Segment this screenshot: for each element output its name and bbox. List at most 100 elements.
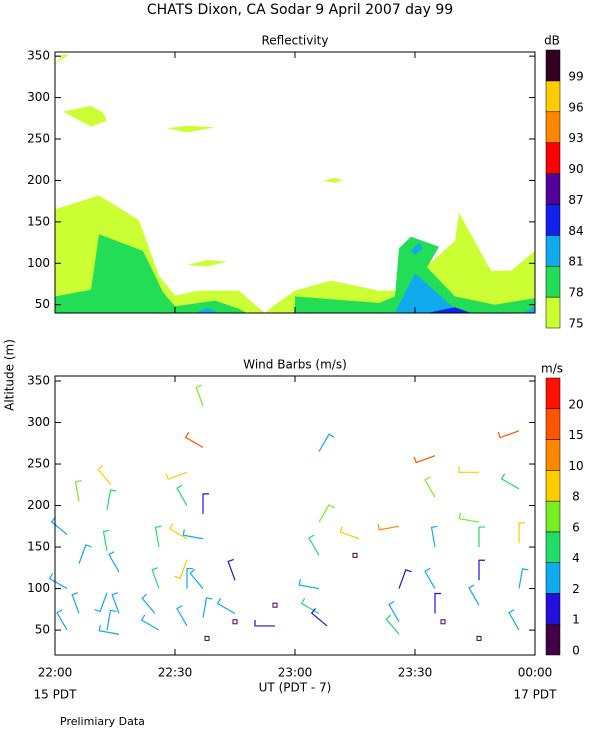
colorbar-tick-label: 75	[568, 317, 583, 331]
wind-barb	[56, 609, 68, 631]
colorbar-tick-label: 87	[568, 193, 583, 207]
wind-barb	[106, 609, 117, 631]
wind-barb	[254, 619, 275, 627]
y-tick-label: 50	[35, 297, 50, 311]
colorbar-tick-label: 1	[572, 613, 580, 627]
colorbar-segment	[545, 593, 561, 625]
panel-title: Wind Barbs (m/s)	[243, 358, 347, 372]
contour-region	[187, 259, 227, 267]
contour-region	[63, 105, 107, 127]
colorbar-segment	[545, 377, 561, 410]
wind-barb	[182, 529, 204, 540]
y-tick-label: 150	[27, 540, 50, 554]
wind-barb	[202, 493, 209, 514]
x-tick-label: 22:30	[158, 666, 193, 680]
colorbar-tick-label: 96	[568, 100, 583, 114]
y-tick-label: 350	[27, 373, 50, 387]
x-tick-label: 00:00	[518, 666, 553, 680]
wind-barb	[154, 525, 162, 548]
colorbar-tick-label: 81	[568, 255, 583, 269]
wind-barb	[106, 489, 117, 510]
wind-barb	[385, 614, 400, 635]
wind-barb	[71, 592, 80, 614]
wind-barb	[176, 605, 188, 627]
contour-region	[395, 273, 475, 313]
x-tick-label: 23:00	[278, 666, 313, 680]
wind-barb	[176, 484, 188, 506]
wind-barb	[318, 504, 335, 523]
wind-barb	[108, 551, 120, 573]
x-axis-label: UT (PDT - 7)	[259, 681, 332, 695]
wind-barb	[94, 592, 108, 613]
chart-title: CHATS Dixon, CA Sodar 9 April 2007 day 9…	[147, 2, 453, 18]
colorbar-segment	[545, 80, 561, 113]
wind-barb	[186, 567, 193, 589]
x-tick-label: 23:30	[398, 666, 433, 680]
wind-barb	[388, 600, 400, 623]
colorbar-tick-label: 15	[568, 428, 583, 442]
contour-region	[323, 177, 343, 183]
panel-title: Reflectivity	[261, 34, 328, 48]
calm-marker	[232, 619, 238, 625]
wind-barb	[78, 544, 92, 564]
wind-barb	[168, 523, 188, 540]
wind-barb	[398, 569, 412, 589]
wind-barb	[111, 592, 120, 614]
wind-barb	[377, 523, 400, 531]
colorbar-segment	[545, 111, 561, 143]
x-date-start: 15 PDT	[34, 688, 78, 702]
colorbar-tick-label: 8	[572, 490, 580, 504]
wind-barb	[165, 471, 188, 480]
colorbar-segment	[545, 235, 561, 267]
calm-marker	[440, 619, 446, 625]
calm-marker	[352, 552, 358, 558]
y-tick-label: 250	[27, 132, 50, 146]
colorbar-segment	[545, 439, 561, 471]
wind-barb	[74, 480, 82, 502]
y-tick-label: 100	[27, 581, 50, 595]
wind-barb	[308, 534, 320, 556]
colorbar-tick-label: 2	[572, 582, 580, 596]
calm-marker	[272, 602, 278, 608]
wind-barb	[518, 568, 529, 589]
wind-barb	[413, 455, 436, 464]
wind-barb	[434, 592, 441, 614]
wind-barb	[174, 559, 188, 580]
contour-region	[55, 54, 69, 65]
wind-barb	[300, 597, 320, 615]
wind-barb	[227, 558, 236, 581]
wind-barb	[141, 593, 156, 614]
y-tick-label: 250	[27, 457, 50, 471]
y-tick-label: 300	[27, 415, 50, 429]
wind-barb	[458, 466, 479, 473]
wind-barb	[310, 608, 328, 627]
wind-barb	[497, 430, 520, 439]
colorbar-segment	[545, 562, 561, 594]
calm-marker	[204, 635, 210, 641]
y-tick-label: 200	[27, 498, 50, 512]
colorbar-tick-label: 84	[568, 224, 583, 238]
colorbar-tick-label: 4	[572, 551, 580, 565]
colorbar-segment	[545, 142, 561, 174]
colorbar-tick-label: 0	[572, 644, 580, 658]
wind-barb	[98, 624, 120, 635]
colorbar-segment	[545, 531, 561, 563]
y-tick-label: 350	[27, 49, 50, 63]
wind-barb	[298, 579, 320, 590]
calm-marker	[476, 635, 482, 641]
wind-barb	[97, 465, 112, 486]
wind-barb	[468, 584, 480, 606]
colorbar-label: dB	[544, 34, 560, 48]
x-tick-label: 22:00	[38, 666, 73, 680]
colorbar-label: m/s	[541, 362, 563, 376]
wind-barb	[339, 526, 360, 540]
y-axis-label: Altitude (m)	[3, 339, 17, 411]
y-tick-label: 200	[27, 173, 50, 187]
contour-region	[411, 242, 423, 255]
colorbar-tick-label: 93	[568, 131, 583, 145]
wind-barb	[424, 476, 436, 498]
plot-frame	[54, 375, 536, 656]
wind-barb	[518, 522, 525, 543]
wind-barb	[202, 597, 213, 618]
